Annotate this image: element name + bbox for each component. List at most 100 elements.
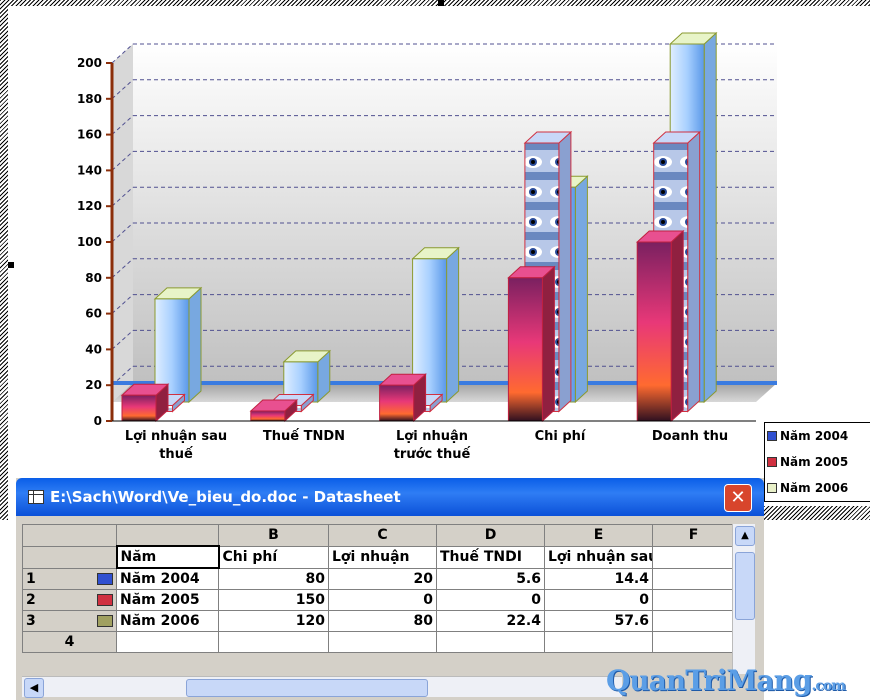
window-title: E:\Sach\Word\Ve_bieu_do.doc - Datasheet <box>50 488 401 506</box>
horizontal-scrollbar[interactable]: ◀ <box>22 676 622 698</box>
column-header-a[interactable] <box>116 524 219 547</box>
row-header-1[interactable]: 1 <box>22 567 117 590</box>
gridline-side <box>111 365 134 386</box>
series-icon <box>97 615 113 627</box>
cell-value[interactable]: 14.4 <box>544 567 653 590</box>
cell-value[interactable]: 57.6 <box>544 610 653 632</box>
bar-0-0 <box>120 383 170 423</box>
row-header-4[interactable]: 4 <box>22 631 117 653</box>
cell-value[interactable]: 0 <box>544 589 653 611</box>
close-button[interactable]: ✕ <box>724 484 752 512</box>
legend-swatch-2005 <box>767 457 777 467</box>
cell-value[interactable] <box>436 631 545 653</box>
cell-chi-phi[interactable]: Chi phí <box>218 545 329 569</box>
scroll-up-arrow-icon[interactable]: ▲ <box>735 526 755 546</box>
bar-side <box>541 265 555 423</box>
table-row: 3 Năm 2006 120 80 22.4 57.6 <box>22 610 735 632</box>
datasheet-grid[interactable]: B C D E F Năm Chi phí Lợi nhuận Thuế TND… <box>22 524 735 653</box>
legend-label: Năm 2004 <box>780 429 849 443</box>
cell-value[interactable]: 0 <box>436 589 545 611</box>
datasheet-window[interactable]: E:\Sach\Word\Ve_bieu_do.doc - Datasheet … <box>16 478 764 700</box>
bar-side <box>188 286 202 404</box>
cell-value[interactable] <box>328 631 437 653</box>
x-label-thue-tndn: Thuế TNDN <box>262 429 346 444</box>
vertical-scroll-thumb[interactable] <box>735 552 755 620</box>
cell-value[interactable] <box>652 610 735 632</box>
y-tick-label: 180 <box>77 92 102 106</box>
legend-label: Năm 2006 <box>780 481 849 495</box>
cell-year[interactable]: Năm 2005 <box>116 589 219 611</box>
series-icon <box>97 572 113 585</box>
cell-value[interactable]: 20 <box>328 567 437 590</box>
legend-swatch-2006 <box>767 483 777 493</box>
legend-label: Năm 2005 <box>780 455 849 469</box>
resize-handle-left[interactable] <box>8 262 14 268</box>
horizontal-scroll-thumb[interactable] <box>186 679 428 697</box>
bar-side <box>670 229 684 423</box>
cell-value[interactable] <box>218 631 329 653</box>
y-tick-label: 40 <box>85 342 102 356</box>
cell-value[interactable] <box>652 589 735 611</box>
legend-item-2005: Năm 2005 <box>765 449 870 475</box>
cell-value[interactable] <box>544 631 653 653</box>
x-label-loi-nhuan-truoc-thue: Lợi nhuận trước thuế <box>393 429 471 462</box>
row-header[interactable] <box>22 545 117 569</box>
cell-value[interactable]: 150 <box>218 589 329 611</box>
window-titlebar[interactable]: E:\Sach\Word\Ve_bieu_do.doc - Datasheet … <box>16 478 764 516</box>
cell-loi-nhuan-sau-thue[interactable]: Lợi nhuận sau thu <box>544 545 653 569</box>
x-label-doanh-thu: Doanh thu <box>651 429 729 444</box>
row-header-3[interactable]: 3 <box>22 610 117 632</box>
row-header-2[interactable]: 2 <box>22 589 117 611</box>
x-label-loi-nhuan-sau-thue: Lợi nhuận sau thuế <box>124 429 228 462</box>
column-header-f[interactable]: F <box>652 524 735 547</box>
y-tick-label: 60 <box>85 307 102 321</box>
cell-value[interactable]: 22.4 <box>436 610 545 632</box>
y-tick-label: 0 <box>94 414 102 428</box>
cell-value[interactable]: 0 <box>328 589 437 611</box>
cell-nam[interactable]: Năm <box>115 545 220 569</box>
resize-handle-top[interactable] <box>438 0 444 6</box>
gridline-side <box>111 222 134 243</box>
table-row: Năm Chi phí Lợi nhuận Thuế TNDI Lợi nhuậ… <box>22 545 735 569</box>
cell-value[interactable] <box>652 631 735 653</box>
bar-0-1 <box>249 398 299 423</box>
cell-empty[interactable] <box>652 545 735 569</box>
bar-2-2 <box>411 246 460 404</box>
bar-0-2 <box>378 373 427 423</box>
cell-year[interactable]: Năm 2006 <box>116 610 219 632</box>
column-header-c[interactable]: C <box>328 524 437 547</box>
cell-thue-tndn[interactable]: Thuế TNDI <box>436 545 545 569</box>
scroll-left-arrow-icon[interactable]: ◀ <box>24 678 44 698</box>
column-header-e[interactable]: E <box>544 524 653 547</box>
cell-value[interactable]: 80 <box>218 567 329 590</box>
cell-value[interactable]: 5.6 <box>436 567 545 590</box>
cell-value[interactable]: 120 <box>218 610 329 632</box>
column-header-row: B C D E F <box>22 524 735 547</box>
x-label-chi-phi: Chi phí <box>534 429 586 444</box>
bar-side <box>446 246 460 404</box>
watermark-logo: QuanTriMang.com <box>606 664 846 697</box>
y-tick-label: 140 <box>77 163 102 177</box>
vertical-scrollbar[interactable]: ▲ <box>732 524 755 674</box>
y-tick-label: 20 <box>85 378 102 392</box>
table-row: 1 Năm 2004 80 20 5.6 14.4 <box>22 567 735 590</box>
bar-side <box>687 130 701 413</box>
column-header-d[interactable]: D <box>436 524 545 547</box>
bar-side <box>558 130 572 413</box>
cell-year[interactable] <box>116 631 219 653</box>
bar-front <box>507 277 543 422</box>
y-axis-ticks: 0 20 40 60 80 100 120 140 160 180 200 <box>77 56 112 428</box>
cell-year[interactable]: Năm 2004 <box>116 567 219 590</box>
gridline-side <box>111 79 134 100</box>
chart-legend[interactable]: Năm 2004 Năm 2005 Năm 2006 <box>764 422 870 502</box>
bar-0-4 <box>635 229 685 423</box>
select-all-corner[interactable] <box>22 524 117 547</box>
bar-0-3 <box>507 265 556 423</box>
legend-item-2004: Năm 2004 <box>765 423 870 449</box>
cell-loi-nhuan[interactable]: Lợi nhuận <box>328 545 437 569</box>
column-header-b[interactable]: B <box>218 524 329 547</box>
y-tick-label: 200 <box>77 56 102 70</box>
gridline-side <box>111 43 134 64</box>
cell-value[interactable]: 80 <box>328 610 437 632</box>
cell-value[interactable] <box>652 567 735 590</box>
